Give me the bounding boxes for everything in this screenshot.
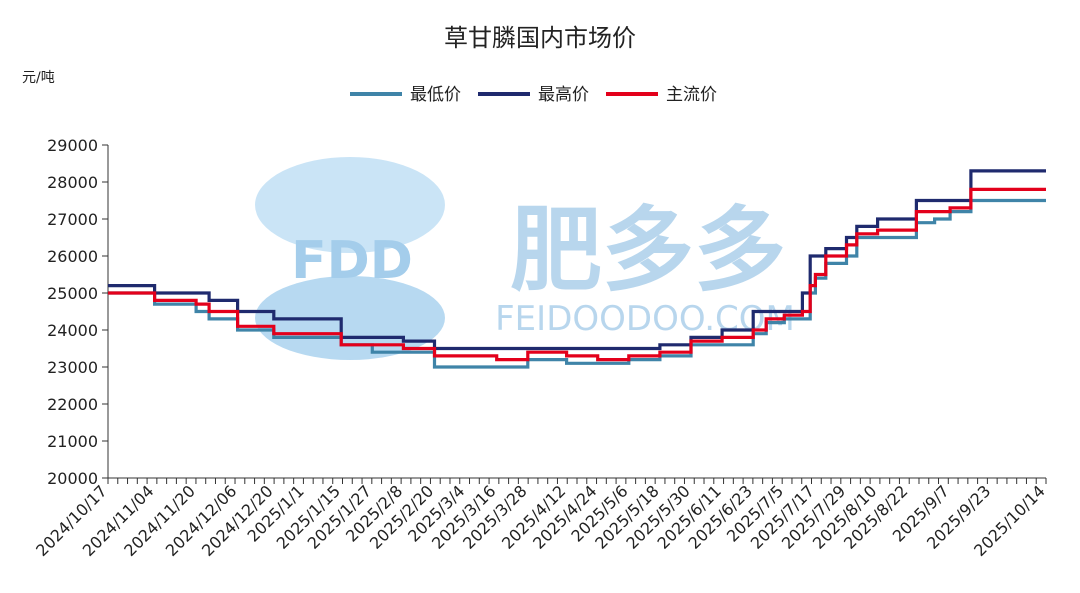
series-line-max: [108, 169, 1046, 351]
y-tick-label: 22000: [47, 395, 98, 414]
y-tick-label: 23000: [47, 358, 98, 377]
series-line-min: [108, 198, 1046, 369]
watermark: FDD 肥多多 FEIDOODOO.COM: [255, 157, 795, 360]
legend-label-main: 主流价: [666, 85, 717, 105]
y-tick-label: 21000: [47, 432, 98, 451]
chart-title: 草甘膦国内市场价: [444, 24, 636, 52]
legend-label-min: 最低价: [410, 85, 461, 105]
y-tick-label: 28000: [47, 173, 98, 192]
watermark-logo-text: FDD: [291, 231, 413, 291]
legend: 最低价 最高价 主流价: [350, 85, 717, 105]
y-axis-unit-label: 元/吨: [22, 70, 55, 86]
watermark-brand: 肥多多: [510, 197, 786, 304]
watermark-site: FEIDOODOO.COM: [495, 299, 795, 339]
y-tick-label: 29000: [47, 136, 98, 155]
y-tick-label: 27000: [47, 210, 98, 229]
y-tick-label: 26000: [47, 247, 98, 266]
watermark-logo-top-leaf: [255, 157, 445, 253]
series-line-main: [108, 187, 1046, 362]
series-layer: [108, 169, 1046, 369]
y-tick-label: 25000: [47, 284, 98, 303]
legend-label-max: 最高价: [538, 85, 589, 105]
y-tick-label: 24000: [47, 321, 98, 340]
y-tick-label: 20000: [47, 469, 98, 488]
